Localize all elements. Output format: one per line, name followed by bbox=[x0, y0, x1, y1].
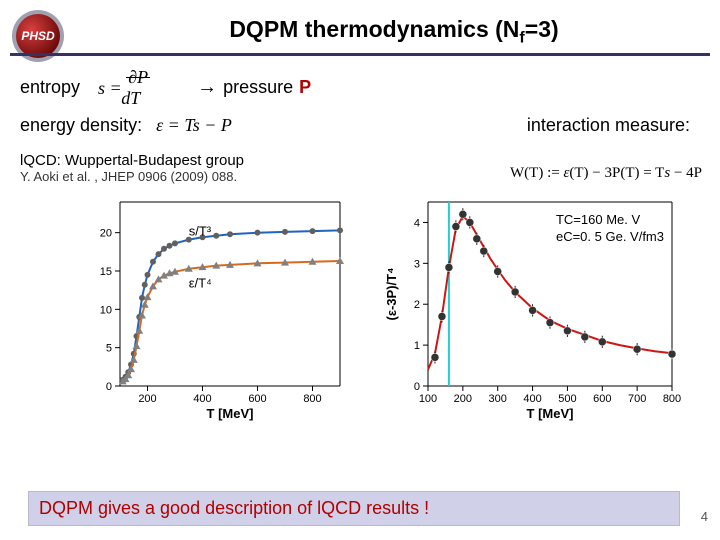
svg-text:5: 5 bbox=[106, 343, 112, 355]
svg-text:800: 800 bbox=[303, 393, 321, 405]
entropy-formula: s = ∂PdT bbox=[98, 77, 169, 99]
svg-text:500: 500 bbox=[558, 393, 576, 405]
slide-number: 4 bbox=[701, 509, 708, 524]
svg-text:0: 0 bbox=[106, 381, 112, 393]
svg-text:400: 400 bbox=[523, 393, 541, 405]
svg-text:700: 700 bbox=[628, 393, 646, 405]
svg-text:2: 2 bbox=[414, 299, 420, 311]
svg-text:s/T³: s/T³ bbox=[189, 224, 212, 239]
chart-annotation: TC=160 Me. V eC=0. 5 Ge. V/fm3 bbox=[556, 212, 664, 246]
svg-text:10: 10 bbox=[100, 304, 112, 316]
svg-text:4: 4 bbox=[414, 217, 420, 229]
svg-text:20: 20 bbox=[100, 228, 112, 240]
svg-text:400: 400 bbox=[193, 393, 211, 405]
title-underline bbox=[10, 53, 710, 56]
svg-text:PHSD: PHSD bbox=[21, 29, 55, 43]
pressure-label: pressure bbox=[223, 77, 293, 98]
svg-text:200: 200 bbox=[454, 393, 472, 405]
svg-text:600: 600 bbox=[248, 393, 266, 405]
right-chart: 100 200 300 400 500 600 700 800 0 1 2 3 4 T [MeV] (ε-3… bbox=[382, 192, 682, 427]
svg-text:ε/T⁴: ε/T⁴ bbox=[189, 275, 212, 290]
energy-label: energy density: bbox=[20, 115, 142, 136]
svg-text:300: 300 bbox=[489, 393, 507, 405]
conclusion-bar: DQPM gives a good description of lQCD re… bbox=[28, 491, 680, 526]
energy-line: energy density: ε = Ts − P interaction m… bbox=[20, 115, 700, 136]
pressure-var: P bbox=[299, 77, 311, 98]
entropy-label: entropy bbox=[20, 77, 80, 98]
left-chart: 200 400 600 800 0 5 10 15 20 T [MeV] s/T³ ε/T⁴ bbox=[80, 192, 350, 427]
arrow-icon: → bbox=[197, 76, 217, 99]
svg-text:(ε-3P)/T⁴: (ε-3P)/T⁴ bbox=[384, 267, 399, 320]
svg-text:3: 3 bbox=[414, 258, 420, 270]
svg-text:T [MeV]: T [MeV] bbox=[527, 406, 574, 421]
svg-text:200: 200 bbox=[138, 393, 156, 405]
interaction-label: interaction measure: bbox=[527, 115, 700, 136]
svg-text:T [MeV]: T [MeV] bbox=[207, 406, 254, 421]
svg-text:15: 15 bbox=[100, 266, 112, 278]
page-title: DQPM thermodynamics (Nf=3) document.curr… bbox=[78, 16, 710, 54]
svg-text:0: 0 bbox=[414, 381, 420, 393]
interaction-formula: W(T) := ε(T) − 3P(T) = Ts − 4P bbox=[510, 165, 702, 182]
svg-text:1: 1 bbox=[414, 340, 420, 352]
svg-text:800: 800 bbox=[663, 393, 681, 405]
entropy-line: entropy s = ∂PdT → pressure P bbox=[20, 76, 700, 99]
svg-text:600: 600 bbox=[593, 393, 611, 405]
energy-formula: ε = Ts − P bbox=[156, 115, 232, 136]
svg-text:100: 100 bbox=[419, 393, 437, 405]
